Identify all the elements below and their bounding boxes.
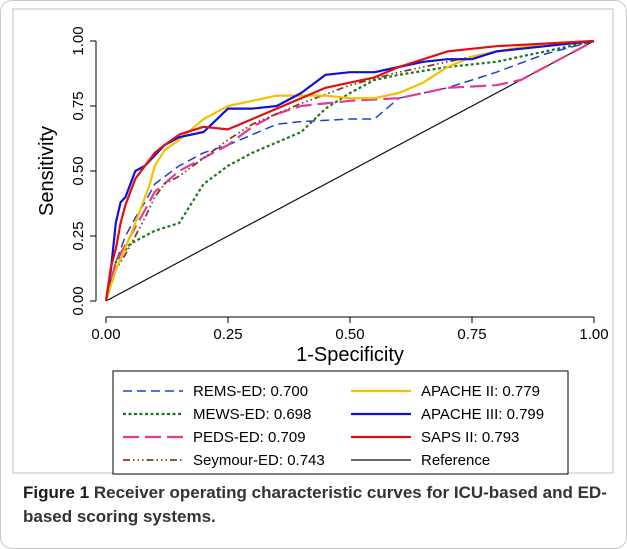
- y-tick-label: 0.25: [70, 221, 87, 250]
- y-tick-label: 0.00: [70, 286, 87, 315]
- legend-label-3: Seymour-ED: 0.743: [193, 452, 325, 469]
- series-line-1: [104, 39, 595, 302]
- legend-label-4: APACHE II: 0.779: [421, 383, 540, 400]
- y-tick-label: 0.50: [70, 156, 87, 185]
- caption-label: Figure 1: [23, 483, 90, 502]
- x-tick-label: 0.00: [91, 326, 120, 343]
- caption-text: Receiver operating characteristic curves…: [23, 483, 607, 526]
- y-tick-label: 1.00: [70, 26, 87, 55]
- x-tick-label: 0.50: [335, 326, 364, 343]
- series-line-5: [104, 39, 595, 302]
- legend-label-7: Reference: [421, 452, 490, 469]
- x-tick-label: 1.00: [579, 326, 608, 343]
- y-axis-label: Sensitivity: [36, 126, 58, 216]
- series-line-3: [105, 40, 595, 302]
- roc-chart: 0.00 0.25 0.50 0.75 1.00 0.00 0.25 0.50 0.75 1.00…: [12, 8, 614, 475]
- legend-label-0: REMS-ED: 0.700: [193, 383, 308, 400]
- legend-box: [112, 370, 569, 475]
- series-line-6: [104, 39, 595, 302]
- legend-label-5: APACHE III: 0.799: [421, 406, 544, 423]
- figure-caption: Figure 1 Receiver operating characterist…: [23, 481, 613, 529]
- series-line-7: [105, 40, 595, 302]
- legend-label-1: MEWS-ED: 0.698: [193, 406, 311, 423]
- series-line-4: [104, 39, 595, 302]
- legend-label-2: PEDS-ED: 0.709: [193, 429, 306, 446]
- x-tick-label: 0.25: [213, 326, 242, 343]
- legend-label-6: SAPS II: 0.793: [421, 429, 519, 446]
- x-tick-label: 0.75: [457, 326, 486, 343]
- y-tick-label: 0.75: [70, 91, 87, 120]
- x-axis-label: 1-Specificity: [296, 344, 404, 366]
